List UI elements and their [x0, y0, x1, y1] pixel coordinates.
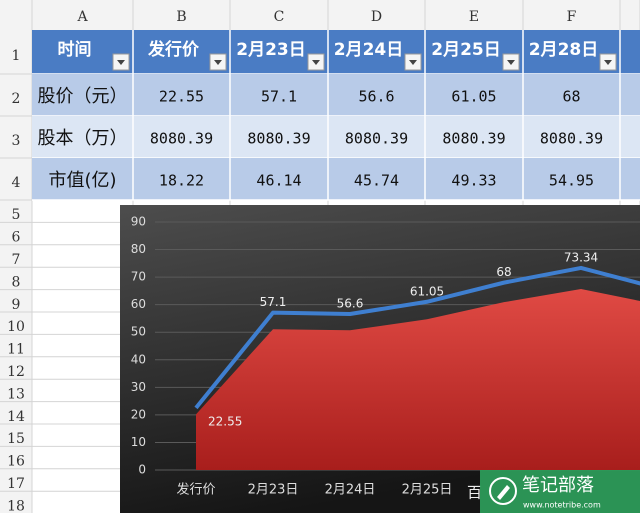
- filter-arrow: [604, 60, 612, 65]
- table-cell: 22.55: [159, 88, 204, 106]
- watermark-url: www.notetribe.com: [523, 501, 601, 510]
- x-tick-label: 2月23日: [248, 483, 299, 498]
- table-cell: 8080.39: [247, 130, 310, 148]
- table-cell: 57.1: [261, 88, 297, 106]
- row-number: 3: [12, 133, 21, 149]
- column-letter: D: [371, 9, 382, 25]
- y-tick-label: 20: [131, 407, 146, 421]
- row-number: 11: [7, 342, 25, 358]
- y-tick-label: 40: [131, 352, 146, 366]
- filter-arrow: [312, 60, 320, 65]
- table-cell: 18.22: [159, 172, 204, 190]
- table-cell: 61.05: [451, 88, 496, 106]
- row-number: 2: [12, 91, 21, 107]
- row-number: 5: [12, 207, 21, 223]
- column-letter: B: [176, 9, 186, 25]
- data-label: 68: [496, 265, 511, 279]
- header-cell: 时间: [58, 39, 92, 60]
- table-cell: 68: [562, 88, 580, 106]
- header-cell: 2月25日: [431, 40, 501, 60]
- row-number: 12: [7, 364, 25, 380]
- table-cell: 54.95: [549, 172, 594, 190]
- filter-arrow: [117, 60, 125, 65]
- data-label: 61.05: [410, 284, 444, 298]
- x-tick-label: 发行价: [176, 482, 215, 498]
- filter-arrow: [214, 60, 222, 65]
- y-tick-label: 70: [131, 270, 146, 284]
- row-number: 7: [12, 252, 21, 268]
- y-tick-label: 80: [131, 242, 146, 256]
- line: [194, 265, 640, 410]
- table-cell: 股价（元）: [38, 86, 128, 107]
- column-letter: E: [469, 9, 479, 25]
- watermark-pen: [497, 485, 510, 500]
- data-label: 73.34: [564, 250, 598, 264]
- y-tick-label: 50: [131, 325, 146, 339]
- area: [196, 288, 640, 470]
- column-letter: C: [274, 9, 285, 25]
- y-tick-label: 30: [131, 380, 146, 394]
- watermark: 百 笔记部落 www.notetribe.com: [467, 470, 640, 513]
- row-number: 4: [12, 175, 21, 191]
- row-number: 15: [7, 431, 25, 447]
- table-cell: 8080.39: [345, 130, 408, 148]
- table-cell: 45.74: [354, 172, 399, 190]
- table-cell: 市值(亿): [48, 170, 116, 191]
- filter-arrow: [409, 60, 417, 65]
- y-tick-label: 60: [131, 297, 146, 311]
- filter-arrow: [507, 60, 515, 65]
- row-number: 10: [7, 319, 25, 335]
- watermark-brand: 笔记部落: [522, 475, 594, 496]
- table-cell: 8080.39: [442, 130, 505, 148]
- row-number: 13: [7, 386, 25, 402]
- row-header-bar: [0, 0, 32, 513]
- y-tick-label: 10: [131, 435, 146, 449]
- row-number: 6: [12, 230, 21, 246]
- row-number: 16: [7, 454, 25, 470]
- watermark-text: 百: [467, 484, 482, 502]
- y-tick-label: 90: [131, 215, 146, 229]
- row-number: 1: [12, 48, 21, 64]
- data-label: 57.1: [260, 295, 287, 309]
- y-tick-label: 0: [138, 463, 146, 477]
- chart: 0 10 20 30 40 50 60 70 80 90 发行价 2月23日 2月24日 2月25日 22.…: [120, 205, 640, 513]
- header-cell: 2月24日: [334, 40, 404, 60]
- header-cell: 2月23日: [236, 40, 306, 60]
- x-tick-label: 2月24日: [325, 483, 376, 498]
- row-number: 8: [12, 274, 21, 290]
- data-label: 56.6: [337, 297, 364, 311]
- row-number: 9: [12, 297, 21, 313]
- watermark-icon: [489, 477, 517, 505]
- row-number: 18: [7, 498, 25, 513]
- table-cell: 8080.39: [540, 130, 603, 148]
- header-cell: 发行价: [147, 39, 200, 60]
- row-number: 14: [7, 409, 25, 425]
- column-letter: F: [567, 9, 577, 25]
- table-cell: 股本（万）: [38, 128, 128, 149]
- column-letter: A: [76, 9, 88, 25]
- table-cell: 46.14: [256, 172, 301, 190]
- table-cell: 8080.39: [150, 130, 213, 148]
- data-label: 22.55: [208, 414, 242, 428]
- column-header-bar: [0, 0, 640, 30]
- table-cell: 56.6: [358, 88, 394, 106]
- x-tick-label: 2月25日: [402, 483, 453, 498]
- header-cell: 2月28日: [529, 40, 599, 60]
- table-cell: 49.33: [451, 172, 496, 190]
- row-number: 17: [7, 476, 25, 492]
